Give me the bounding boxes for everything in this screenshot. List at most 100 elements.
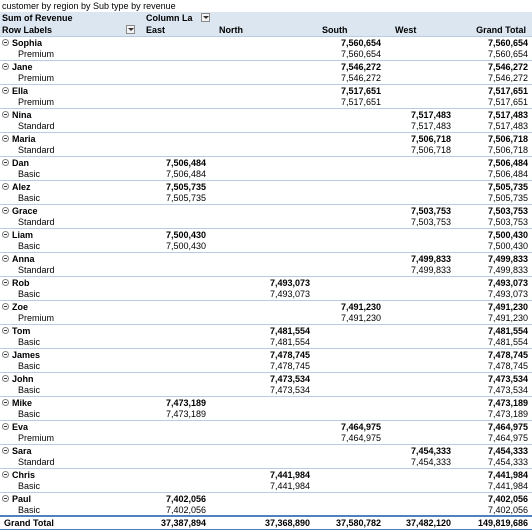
customer-total-value: 7,481,554 (487, 326, 528, 336)
subtype-west-value (362, 96, 451, 108)
subtype-label: Basic (18, 337, 41, 347)
customer-total-value: 7,491,230 (487, 302, 528, 312)
collapse-toggle-icon[interactable] (2, 87, 9, 94)
customer-south-value: 7,491,230 (340, 302, 381, 312)
collapse-toggle-icon[interactable] (2, 39, 9, 46)
subtype-west-value: 7,517,483 (410, 121, 451, 131)
subtype-total-value: 7,441,984 (487, 481, 528, 491)
customer-north-value: 7,481,554 (269, 326, 310, 336)
subtype-total-value: 7,546,272 (487, 73, 528, 83)
subtype-row: Basic 7,473,189 7,473,189 (0, 408, 532, 420)
subtype-west-value: 7,454,333 (410, 457, 451, 467)
collapse-toggle-icon[interactable] (2, 207, 9, 214)
subtype-east-value: 7,505,735 (165, 193, 206, 203)
customer-west-value: 7,506,718 (410, 134, 451, 144)
collapse-toggle-icon[interactable] (2, 303, 9, 310)
collapse-toggle-icon[interactable] (2, 495, 9, 502)
customer-name: Paul (12, 494, 32, 504)
customer-west-value: 7,499,833 (410, 254, 451, 264)
collapse-toggle-icon[interactable] (2, 135, 9, 142)
collapse-toggle-icon[interactable] (2, 255, 9, 262)
customer-east-value: 7,506,484 (165, 158, 206, 168)
subtype-west-value (362, 432, 451, 444)
subtype-row: Basic 7,500,430 7,500,430 (0, 240, 532, 252)
subtype-west-value (362, 384, 451, 396)
subtype-south-value: 7,560,654 (340, 49, 381, 59)
customer-south-value: 7,464,975 (340, 422, 381, 432)
subtype-east-value (118, 456, 206, 468)
subtype-west-value (362, 240, 451, 252)
column-labels-header: Column La (146, 13, 193, 23)
subtype-east-value (118, 216, 206, 228)
column-header-east[interactable]: East (146, 25, 166, 35)
grand-total-bottom-border (0, 529, 532, 531)
subtype-east-value (118, 432, 206, 444)
subtype-west-value (362, 480, 451, 492)
grand-total-row: Grand Total 37,387,894 37,368,890 37,580… (0, 515, 532, 529)
subtype-label: Standard (18, 121, 55, 131)
collapse-toggle-icon[interactable] (2, 471, 9, 478)
collapse-toggle-icon[interactable] (2, 375, 9, 382)
collapse-toggle-icon[interactable] (2, 279, 9, 286)
customer-west-value: 7,454,333 (410, 446, 451, 456)
collapse-toggle-icon[interactable] (2, 447, 9, 454)
collapse-toggle-icon[interactable] (2, 183, 9, 190)
column-filter-dropdown-icon[interactable] (201, 13, 210, 22)
grand-total-label: Grand Total (4, 518, 54, 528)
customer-name: Jane (12, 62, 33, 72)
row-filter-dropdown-icon[interactable] (126, 25, 135, 34)
column-header-north[interactable]: North (219, 25, 243, 35)
collapse-toggle-icon[interactable] (2, 423, 9, 430)
customer-name: Anna (12, 254, 35, 264)
customer-row: Ella 7,517,651 7,517,651 (0, 84, 532, 96)
subtype-east-value (118, 360, 206, 372)
subtype-south-value: 7,464,975 (340, 433, 381, 443)
customer-row: Mike 7,473,189 7,473,189 (0, 396, 532, 408)
customer-total-value: 7,402,056 (487, 494, 528, 504)
customer-total-value: 7,560,654 (487, 38, 528, 48)
customer-total-value: 7,505,735 (487, 182, 528, 192)
subtype-east-value (118, 48, 206, 60)
sum-of-revenue-label: Sum of Revenue (2, 13, 73, 23)
subtype-west-value (362, 360, 451, 372)
collapse-toggle-icon[interactable] (2, 159, 9, 166)
subtype-total-value: 7,481,554 (487, 337, 528, 347)
subtype-west-value: 7,503,753 (410, 217, 451, 227)
subtype-label: Standard (18, 217, 55, 227)
customer-north-value: 7,478,745 (269, 350, 310, 360)
subtype-total-value: 7,402,056 (487, 505, 528, 515)
collapse-toggle-icon[interactable] (2, 327, 9, 334)
customer-east-value: 7,505,735 (165, 182, 206, 192)
grand-total-east: 37,387,894 (160, 518, 206, 528)
customer-total-value: 7,546,272 (487, 62, 528, 72)
customer-south-value: 7,546,272 (340, 62, 381, 72)
collapse-toggle-icon[interactable] (2, 351, 9, 358)
subtype-west-value (362, 408, 451, 420)
subtype-north-value: 7,481,554 (269, 337, 310, 347)
customer-row: Eva 7,464,975 7,464,975 (0, 420, 532, 432)
subtype-row: Standard 7,506,718 7,506,718 (0, 144, 532, 156)
customer-east-value: 7,402,056 (165, 494, 206, 504)
customer-total-value: 7,506,718 (487, 134, 528, 144)
customer-name: Sophia (12, 38, 43, 48)
subtype-label: Basic (18, 169, 41, 179)
customer-row: Anna 7,499,833 7,499,833 (0, 252, 532, 264)
collapse-toggle-icon[interactable] (2, 231, 9, 238)
subtype-south-value: 7,491,230 (340, 313, 381, 323)
subtype-label: Basic (18, 385, 41, 395)
subtype-row: Standard 7,454,333 7,454,333 (0, 456, 532, 468)
subtype-total-value: 7,500,430 (487, 241, 528, 251)
customer-row: Zoe 7,491,230 7,491,230 (0, 300, 532, 312)
column-header-grand-total[interactable]: Grand Total (476, 25, 526, 35)
subtype-west-value (362, 192, 451, 204)
subtype-total-value: 7,560,654 (487, 49, 528, 59)
collapse-toggle-icon[interactable] (2, 111, 9, 118)
subtype-east-value (118, 72, 206, 84)
subtype-row: Basic 7,505,735 7,505,735 (0, 192, 532, 204)
collapse-toggle-icon[interactable] (2, 63, 9, 70)
collapse-toggle-icon[interactable] (2, 399, 9, 406)
column-header-south[interactable]: South (322, 25, 348, 35)
customer-total-value: 7,506,484 (487, 158, 528, 168)
column-header-west[interactable]: West (395, 25, 417, 35)
customer-name: Liam (12, 230, 34, 240)
